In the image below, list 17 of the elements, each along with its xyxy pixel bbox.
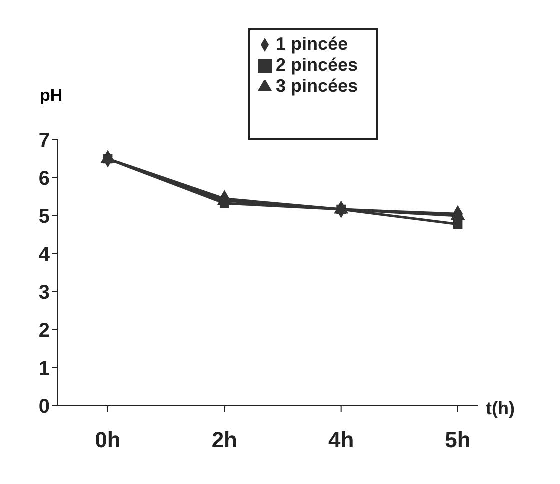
legend-label: 2 pincées xyxy=(276,55,358,75)
x-axis-title: t(h) xyxy=(486,398,515,418)
x-tick-label: 2h xyxy=(212,428,238,453)
legend-label: 1 pincée xyxy=(276,34,348,54)
y-tick-label: 6 xyxy=(38,168,50,190)
y-tick-label: 4 xyxy=(38,244,51,266)
y-tick-label: 1 xyxy=(38,358,50,380)
x-tick-label: 4h xyxy=(328,428,354,453)
legend-label: 3 pincées xyxy=(276,76,358,96)
y-tick-label: 3 xyxy=(38,282,50,304)
y-axis-title: pH xyxy=(40,86,63,106)
x-tick-label: 0h xyxy=(95,428,121,453)
y-tick-label: 0 xyxy=(38,396,50,418)
y-tick-label: 2 xyxy=(38,320,50,342)
x-tick-label: 5h xyxy=(445,428,471,453)
y-tick-label: 5 xyxy=(38,206,50,228)
y-tick-label: 7 xyxy=(38,130,50,152)
